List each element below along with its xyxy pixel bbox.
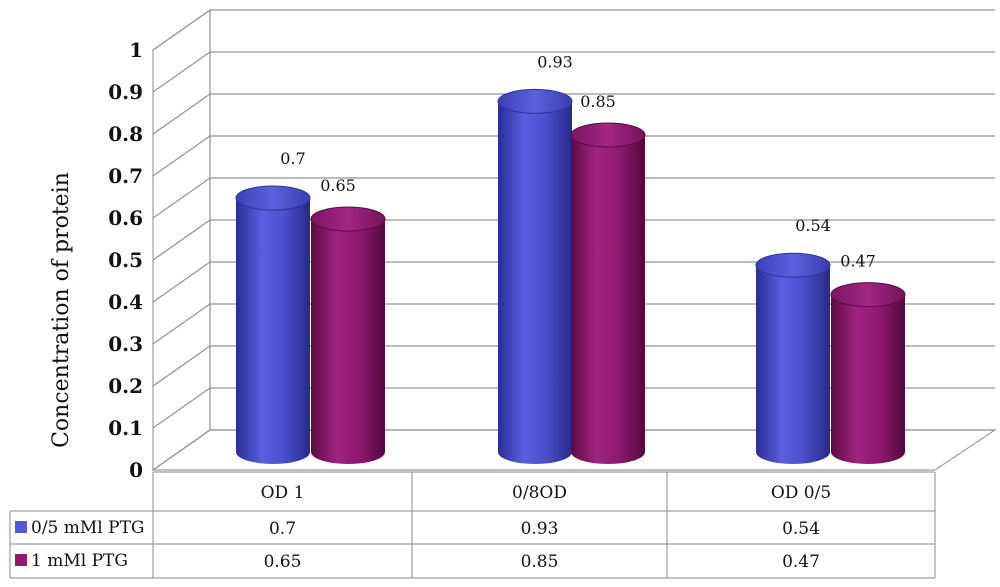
x-category-label: OD 0/5 [771,483,831,503]
data-label: 0.85 [580,92,616,111]
table-cell: 0.93 [521,519,559,539]
bar-top [497,88,573,114]
y-tick-label: 0 [129,458,143,482]
legend-swatch [15,554,27,566]
bar-top [570,122,646,148]
gridline-diagonal [152,177,211,219]
bar-body [498,101,572,465]
bar-body [571,135,645,464]
data-label: 0.93 [537,52,573,71]
bar-body [236,198,310,464]
bar [310,206,386,464]
legend-entry: 0/5 mMl PTG [31,518,145,538]
table-cell: 0.65 [264,552,302,572]
gridline-diagonal [152,93,211,135]
y-tick-label: 0.2 [108,374,143,398]
bar-body [831,294,905,464]
y-axis-label: Concentration of protein [49,172,74,448]
gridline-diagonal [152,261,211,303]
table-cell: 0.54 [782,519,820,539]
x-category-label: OD 1 [261,483,305,503]
data-labels: 0.7 0.93 0.54 0.65 0.85 0.47 [280,52,876,270]
y-tick-label: 0.9 [108,80,143,104]
bar [830,282,906,464]
data-label: 0.7 [280,149,305,168]
data-table: OD 1 0/8OD OD 0/5 0/5 mMl PTG 0.7 0.93 0.54 1 m… [9,471,936,579]
data-label: 0.54 [795,216,831,235]
bar-body [756,265,830,464]
bar-body [311,219,385,464]
gridline-diagonal [152,387,211,429]
gridline-diagonal [152,345,211,387]
bar-top [235,185,311,211]
bar [497,88,573,465]
y-tick-label: 0.7 [108,164,143,188]
gridline-diagonal [152,303,211,345]
gridline-diagonal [152,9,211,51]
gridline-diagonal [152,429,211,471]
bar-top [310,206,386,232]
y-tick-label: 0.3 [108,332,143,356]
y-tick-label: 0.8 [108,122,143,146]
x-category-label: 0/8OD [512,483,567,503]
gridline-diagonal [152,51,211,93]
bars [235,88,906,465]
bar-top [755,252,831,278]
data-label: 0.65 [320,176,356,195]
y-tick-label: 1 [129,38,143,62]
legend-swatch [15,521,27,533]
table-cell: 0.7 [269,519,296,539]
bar [755,252,831,464]
table-cell: 0.47 [782,552,820,572]
y-tick-label: 0.4 [108,290,143,314]
y-axis-ticks: 0 0.1 0.2 0.3 0.4 0.5 0.6 0.7 0.8 0.9 1 [108,38,143,482]
table-cell: 0.85 [521,552,559,572]
y-tick-label: 0.6 [108,206,143,230]
data-label: 0.47 [840,252,876,271]
gridline-diagonal [152,135,211,177]
bar-top [830,282,906,308]
legend-entry: 1 mMl PTG [31,551,128,571]
y-tick-label: 0.5 [108,248,143,272]
y-tick-label: 0.1 [108,416,143,440]
bar [235,185,311,464]
bar [570,122,646,464]
gridline-diagonal [152,219,211,261]
